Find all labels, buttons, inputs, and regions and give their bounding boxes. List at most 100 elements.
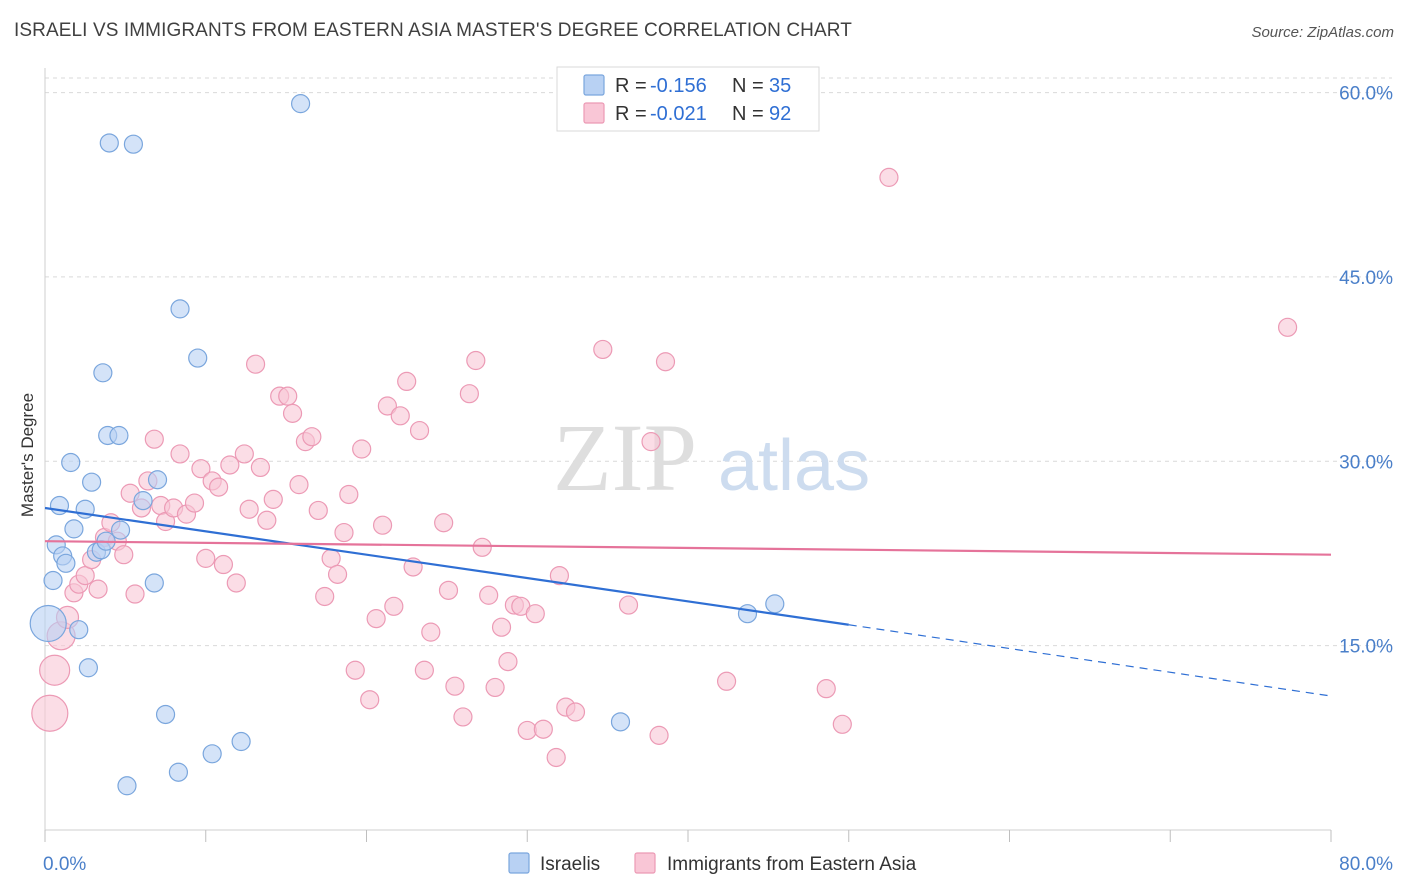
point-israelis <box>110 520 131 540</box>
y-axis-title: Master's Degree <box>18 393 37 517</box>
point-immigrants-eastern-asia <box>1277 317 1298 337</box>
point-israelis <box>82 472 102 492</box>
point-immigrants-eastern-asia <box>549 565 570 586</box>
point-immigrants-eastern-asia <box>170 444 190 464</box>
point-immigrants-eastern-asia <box>816 679 836 699</box>
point-israelis <box>133 491 153 511</box>
point-israelis <box>765 594 785 614</box>
point-immigrants-eastern-asia <box>479 585 499 605</box>
point-immigrants-eastern-asia <box>213 554 234 575</box>
trend-line-immigrants-eastern-asia <box>44 540 1332 556</box>
x-tick-marks <box>44 830 1332 842</box>
point-immigrants-eastern-asia <box>459 384 479 404</box>
point-immigrants-eastern-asia <box>409 420 430 441</box>
trend-line-israelis-extrapolated <box>848 624 1332 697</box>
point-immigrants-eastern-asia <box>345 660 365 680</box>
legend-n-label-israelis: N = <box>732 75 764 97</box>
point-immigrants-eastern-asia <box>250 457 271 478</box>
x-tick-labels: 0.0% 80.0% <box>43 854 1393 875</box>
point-immigrants-eastern-asia <box>114 545 134 565</box>
point-immigrants-eastern-asia <box>366 609 386 629</box>
legend-swatch-asia <box>583 102 605 124</box>
point-immigrants-eastern-asia <box>716 671 737 691</box>
point-immigrants-eastern-asia <box>125 584 145 604</box>
point-israelis <box>123 134 144 154</box>
point-immigrants-eastern-asia <box>226 573 246 593</box>
point-israelis <box>78 658 99 678</box>
point-immigrants-eastern-asia <box>144 429 164 449</box>
x-tick-label: 80.0% <box>1339 854 1393 875</box>
point-immigrants-eastern-asia <box>327 564 348 584</box>
watermark-atlas: atlas <box>718 426 870 506</box>
point-immigrants-eastern-asia <box>491 617 512 637</box>
point-immigrants-eastern-asia <box>414 660 434 680</box>
point-immigrants-eastern-asia <box>485 677 505 698</box>
point-israelis <box>56 553 76 573</box>
point-immigrants-eastern-asia <box>832 714 852 734</box>
point-immigrants-eastern-asia <box>289 475 309 495</box>
legend-n-value-israelis: 35 <box>769 75 791 97</box>
point-immigrants-eastern-asia <box>565 702 586 722</box>
point-israelis <box>290 94 311 114</box>
point-israelis <box>168 762 189 782</box>
point-immigrants-eastern-asia <box>302 427 322 447</box>
point-immigrants-eastern-asia <box>421 622 441 642</box>
point-immigrants-eastern-asia <box>339 484 359 505</box>
series-israelis-points <box>29 94 785 796</box>
point-israelis <box>117 776 137 796</box>
point-immigrants-eastern-asia <box>88 579 108 599</box>
chart-source: Source: ZipAtlas.com <box>1251 24 1394 41</box>
point-immigrants-eastern-asia <box>655 352 676 372</box>
point-israelis <box>610 712 631 732</box>
point-israelis <box>202 744 222 764</box>
chart-title: ISRAELI VS IMMIGRANTS FROM EASTERN ASIA … <box>14 20 852 41</box>
point-israelis <box>155 704 176 725</box>
point-immigrants-eastern-asia <box>434 513 454 533</box>
x-tick-label: 0.0% <box>43 854 86 875</box>
point-immigrants-eastern-asia <box>390 406 410 426</box>
point-immigrants-eastern-asia <box>384 596 404 616</box>
point-immigrants-eastern-asia <box>282 403 303 423</box>
point-immigrants-eastern-asia <box>234 444 254 464</box>
point-immigrants-eastern-asia <box>39 654 71 686</box>
point-immigrants-eastern-asia <box>334 522 354 543</box>
point-israelis <box>170 299 190 319</box>
point-immigrants-eastern-asia <box>278 386 298 406</box>
point-immigrants-eastern-asia <box>517 720 537 741</box>
point-immigrants-eastern-asia <box>466 350 486 371</box>
point-israelis <box>69 620 89 640</box>
legend-r-label-israelis: R = <box>615 75 647 97</box>
point-immigrants-eastern-asia <box>360 690 380 710</box>
point-immigrants-eastern-asia <box>352 439 372 459</box>
y-tick-label: 45.0% <box>1339 268 1393 289</box>
point-immigrants-eastern-asia <box>315 586 335 607</box>
point-immigrants-eastern-asia <box>239 499 259 519</box>
point-israelis <box>231 731 251 752</box>
point-immigrants-eastern-asia <box>649 725 669 745</box>
point-immigrants-eastern-asia <box>196 548 216 568</box>
series-immigrants-eastern-asia-points <box>31 167 1298 768</box>
point-israelis <box>147 470 168 490</box>
point-israelis <box>43 570 63 591</box>
point-immigrants-eastern-asia <box>191 459 211 479</box>
bottom-legend-swatch-asia <box>634 852 656 874</box>
point-israelis <box>109 425 129 446</box>
trend-line-israelis <box>44 506 849 626</box>
watermark-zip: ZIP <box>553 404 697 511</box>
point-immigrants-eastern-asia <box>372 515 393 535</box>
point-immigrants-eastern-asia <box>220 455 240 475</box>
point-immigrants-eastern-asia <box>308 500 328 521</box>
point-israelis <box>737 604 758 624</box>
y-tick-labels: 15.0% 30.0% 45.0% 60.0% <box>1339 84 1393 658</box>
bottom-legend-label-asia: Immigrants from Eastern Asia <box>667 854 917 875</box>
correlation-legend: R = -0.156 N = 35 R = -0.021 N = 92 <box>556 66 820 132</box>
legend-r-label-asia: R = <box>615 103 647 125</box>
point-immigrants-eastern-asia <box>321 548 341 568</box>
point-immigrants-eastern-asia <box>377 396 397 416</box>
point-immigrants-eastern-asia <box>879 167 899 187</box>
point-israelis <box>64 519 84 539</box>
point-immigrants-eastern-asia <box>593 339 613 360</box>
point-israelis <box>93 363 113 383</box>
legend-n-value-asia: 92 <box>769 103 791 125</box>
point-immigrants-eastern-asia <box>546 747 566 768</box>
